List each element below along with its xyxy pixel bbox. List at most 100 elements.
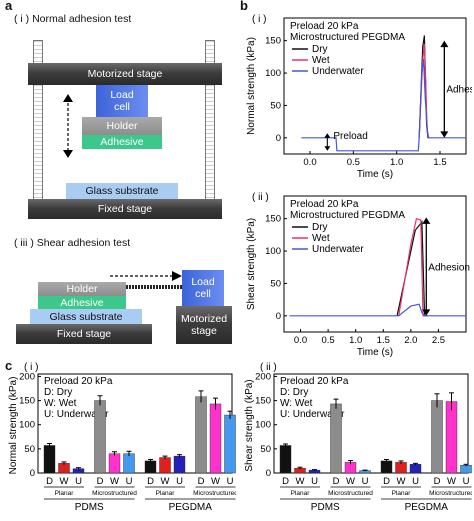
x-category-label: U	[227, 476, 234, 487]
x-category-label: U	[75, 476, 82, 487]
adhesion-label: Adhesion	[428, 262, 470, 273]
x-category-label: U	[126, 476, 133, 487]
x-tick-label: 1.5	[377, 335, 390, 346]
chart-shear-strength-time: ( ii ) 0.0 0.5 1.0 1.5 2.0 2.5 0 50 100 150 Time (s…	[246, 192, 470, 358]
normal-test-title: ( i ) Normal adhesion test	[14, 13, 132, 25]
material-label: PEGDMA	[405, 502, 449, 513]
bar-u	[460, 465, 472, 474]
motorized-stage: Motorized stage	[28, 63, 222, 85]
y-axis-label: Normal strength (kPa)	[8, 377, 19, 475]
annotation-line: D: Dry	[44, 387, 72, 398]
adhesion-arrow-head-top	[422, 217, 431, 224]
annotation-line: Preload 20 kPa	[290, 21, 359, 32]
series-line-wet	[398, 217, 428, 317]
y-tick-label: 0	[266, 468, 271, 479]
x-category-label: W	[296, 476, 305, 487]
x-category-label: D	[383, 476, 390, 487]
shear-test-title: ( iii ) Shear adhesion test	[14, 237, 131, 249]
group-label: Planar	[55, 490, 75, 497]
y-tick-label: 0	[276, 311, 281, 322]
material-label: PDMS	[75, 502, 104, 513]
y-tick-label: 100	[255, 420, 271, 431]
x-category-label: U	[463, 476, 470, 487]
x-tick-label: 0.0	[294, 335, 307, 346]
annotation-line: U: Underwater	[280, 409, 345, 420]
plot-frame	[283, 195, 467, 333]
annotation-line: U: Underwater	[44, 409, 109, 420]
annotation-line: W: Wet	[280, 398, 313, 409]
normal-motion-arrow	[63, 94, 73, 158]
bar-d	[144, 460, 157, 474]
bar-u	[224, 414, 236, 474]
chart-normal-strength-time: ( i ) 0.0 0.5 1.0 1.5 0 50 100 150 Time (s) Normal…	[246, 14, 472, 180]
legend-entry: Wet	[312, 233, 330, 244]
y-tick-label: 50	[270, 100, 281, 111]
bar-d	[380, 460, 393, 474]
x-tick-label: 0.5	[347, 157, 360, 168]
y-axis-label: Shear strength (kPa)	[246, 218, 257, 310]
load-cell: Load cell	[96, 85, 148, 117]
x-category-label: W	[397, 476, 406, 487]
x-category-label: W	[60, 476, 69, 487]
bar-w	[209, 403, 222, 474]
x-tick-label: 2.5	[432, 335, 445, 346]
plot-frame	[283, 17, 467, 155]
panel-c-letter: c	[5, 358, 13, 373]
adhesion-arrow-head-bottom	[440, 131, 449, 138]
x-tick-label: 0.5	[322, 335, 335, 346]
bar-w	[395, 462, 407, 474]
x-category-label: U	[412, 476, 419, 487]
annotation-line: Preload 20 kPa	[280, 376, 349, 387]
adhesion-label: Adhesion	[446, 84, 472, 95]
legend-entry: Dry	[312, 44, 328, 55]
group-label: Planar	[156, 490, 176, 497]
x-tick-label: 1.0	[390, 157, 403, 168]
adhesion-arrow-head-bottom	[422, 309, 431, 316]
y-tick-label: 0	[276, 133, 281, 144]
y-tick-label: 200	[19, 371, 35, 382]
legend-entry: Underwater	[312, 244, 364, 255]
glass-substrate: Glass substrate	[66, 183, 178, 199]
x-category-label: U	[176, 476, 183, 487]
plot-frame	[273, 373, 469, 474]
x-category-label: D	[97, 476, 104, 487]
preload-arrow-head-bottom	[324, 146, 331, 151]
annotation-line: Preload 20 kPa	[290, 199, 359, 210]
preload-arrow-head-top	[324, 133, 331, 138]
x-category-label: D	[333, 476, 340, 487]
x-category-label: W	[161, 476, 170, 487]
legend-entry: Wet	[312, 55, 330, 66]
y-tick-label: 50	[270, 278, 281, 289]
subpanel-label: ( i )	[252, 14, 266, 25]
annotation-line: Preload 20 kPa	[44, 376, 113, 387]
shear-motion-arrow	[110, 271, 182, 281]
shear-load-cell-label: Load cell	[191, 276, 215, 300]
y-tick-label: 150	[265, 36, 281, 47]
bar-d	[431, 400, 443, 474]
series-line-underwater	[301, 58, 466, 152]
bar-w	[445, 401, 458, 474]
panel-b-letter: b	[240, 0, 248, 13]
y-tick-label: 150	[19, 396, 35, 407]
preload-label: Preload	[333, 131, 367, 142]
x-category-label: D	[282, 476, 289, 487]
y-tick-label: 150	[255, 396, 271, 407]
x-category-label: D	[198, 476, 205, 487]
x-tick-label: 0.0	[303, 157, 316, 168]
shear-load-cell: Load cell	[182, 270, 224, 306]
subpanel-label: ( i )	[24, 362, 38, 373]
adhesive: Adhesive	[82, 135, 162, 149]
shear-motorized-stage: Motorized stage	[176, 306, 232, 344]
bar-d	[43, 445, 56, 474]
y-tick-label: 0	[30, 468, 35, 479]
holder: Holder	[82, 117, 162, 135]
y-tick-label: 100	[265, 68, 281, 79]
load-cell-label: Load cell	[110, 89, 134, 113]
y-axis-label: Normal strength (kPa)	[246, 37, 257, 135]
y-tick-label: 100	[265, 246, 281, 257]
y-tick-label: 50	[260, 444, 271, 455]
x-axis-label: Time (s)	[357, 169, 393, 180]
annotation-line: Microstructured PEGDMA	[290, 210, 405, 221]
x-tick-label: 2.0	[404, 335, 417, 346]
